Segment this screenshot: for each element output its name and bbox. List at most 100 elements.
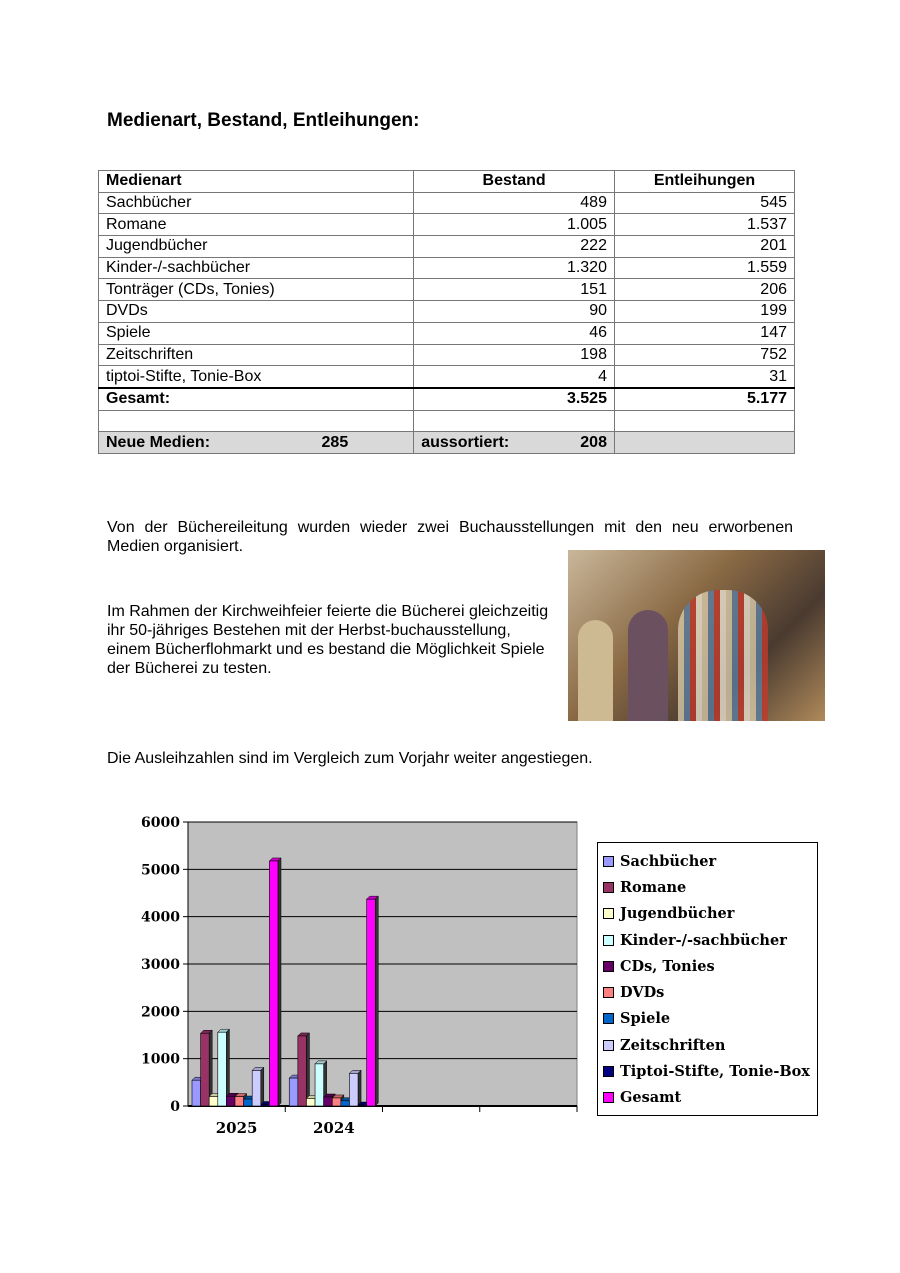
cell-entleihungen: 752	[613, 343, 796, 367]
bar-zeitschriften-2024	[349, 1073, 359, 1107]
chart-legend: Sachbücher Romane Jugendbücher Kinder-/-sac…	[597, 842, 818, 1116]
legend-item: Sachbücher	[598, 848, 817, 874]
legend-swatch	[603, 908, 614, 920]
new-media-label: Neue Medien:	[106, 433, 211, 451]
total-row: Gesamt: 3.525 5.177	[97, 386, 796, 411]
cell-bestand: 1.320	[413, 256, 615, 280]
bar-gesamt-2024	[366, 898, 376, 1107]
bar-cds-tonies-2025	[226, 1095, 236, 1107]
bar-spiele-2024	[340, 1100, 350, 1107]
bar-jugendb-cher-2025	[208, 1096, 219, 1107]
table-row: Kinder-/-sachbücher 1.320 1.559	[97, 256, 796, 280]
cell-bestand: 489	[413, 191, 615, 215]
legend-label: CDs, Tonies	[620, 957, 715, 975]
cell-entleihungen: 1.559	[613, 256, 796, 280]
cell-entleihungen: 206	[613, 278, 796, 302]
bar-side	[375, 895, 379, 1107]
header-entleihungen: Entleihungen	[613, 170, 796, 193]
legend-swatch	[603, 987, 614, 999]
legend-label: DVDs	[620, 984, 665, 1002]
paragraph-loans: Die Ausleihzahlen sind im Vergleich zum …	[107, 750, 593, 767]
legend-swatch	[603, 1013, 614, 1025]
y-tick-label: 3000	[141, 957, 180, 973]
table-row: Tonträger (CDs, Tonies) 151 206	[97, 278, 796, 302]
legend-swatch	[603, 1092, 614, 1104]
cell-bestand: 90	[413, 300, 615, 323]
bar-cds-tonies-2024	[323, 1096, 333, 1107]
legend-swatch	[603, 881, 614, 893]
table-row: DVDs 90 199	[97, 300, 796, 323]
legend-swatch	[603, 1039, 614, 1051]
table-header-row: Medienart Bestand Entleihungen	[97, 170, 796, 193]
table-row: tiptoi-Stifte, Tonie-Box 4 31	[97, 365, 796, 389]
bar-sachb-cher-2024	[288, 1077, 299, 1107]
bar-kinder-sachb-cher-2024	[314, 1063, 324, 1107]
legend-label: Zeitschriften	[620, 1036, 726, 1054]
table-row: Sachbücher 489 545	[97, 191, 796, 215]
legend-item: CDs, Tonies	[598, 953, 817, 979]
cell-medienart: Jugendbücher	[97, 235, 415, 258]
bar-gesamt-2025	[269, 860, 279, 1107]
cell-bestand: 46	[413, 321, 615, 345]
legend-item: Tiptoi-Stifte, Tonie-Box	[598, 1058, 817, 1084]
loans-bar-chart: 0 1000 2000 3000 4000 5000 6000 2025 2024	[141, 815, 578, 1137]
cell-bestand: 222	[413, 235, 615, 258]
legend-item: Jugendbücher	[598, 901, 817, 927]
legend-label: Tiptoi-Stifte, Tonie-Box	[620, 1063, 810, 1081]
cell-medienart: tiptoi-Stifte, Tonie-Box	[97, 365, 415, 389]
x-tick-label: 2024	[313, 1119, 355, 1137]
paragraph-exhibitions: Von der Büchereileitung wurden wieder zw…	[107, 519, 793, 555]
legend-item: Romane	[598, 874, 817, 900]
empty-row	[97, 409, 796, 433]
legend-item: Gesamt	[598, 1085, 817, 1111]
bar-side	[357, 1069, 362, 1107]
bar-jugendb-cher-2024	[306, 1098, 316, 1107]
cell-bestand: 1.005	[413, 213, 615, 237]
total-bestand: 3.525	[413, 386, 615, 411]
header-bestand: Bestand	[413, 170, 615, 193]
bar-kinder-sachb-cher-2025	[217, 1031, 227, 1107]
cell-entleihungen: 199	[613, 300, 796, 323]
legend-label: Sachbücher	[620, 852, 717, 870]
table-row: Jugendbücher 222 201	[97, 235, 796, 258]
bar-zeitschriften-2025	[251, 1070, 262, 1107]
y-tick-label: 0	[170, 1099, 180, 1115]
cell-entleihungen: 201	[613, 235, 796, 258]
bar-dvds-2025	[234, 1096, 244, 1107]
y-tick-label: 1000	[141, 1052, 180, 1068]
legend-swatch	[603, 960, 614, 972]
legend-item: Spiele	[598, 1006, 817, 1032]
bar-dvds-2024	[331, 1097, 342, 1107]
bar-spiele-2025	[243, 1098, 253, 1107]
y-tick-label: 4000	[141, 910, 180, 926]
bar-side	[306, 1032, 310, 1107]
bar-tiptoi-stifte-tonie-box-2024	[357, 1104, 367, 1107]
table-row: Romane 1.005 1.537	[97, 213, 796, 237]
total-entleihungen: 5.177	[613, 386, 796, 411]
cell-bestand: 4	[413, 365, 615, 389]
cell-medienart: Romane	[97, 213, 415, 237]
cell-medienart: Tonträger (CDs, Tonies)	[97, 278, 415, 302]
legend-item: Kinder-/-sachbücher	[598, 927, 817, 953]
page-title: Medienart, Bestand, Entleihungen:	[107, 110, 420, 131]
x-tick-label: 2025	[216, 1119, 258, 1137]
y-tick-label: 6000	[141, 815, 180, 831]
cell-bestand: 198	[413, 343, 615, 367]
cell-medienart: Spiele	[97, 321, 415, 345]
cell-bestand: 151	[413, 278, 615, 302]
table-row: Zeitschriften 198 752	[97, 343, 796, 367]
cell-entleihungen: 31	[613, 365, 796, 389]
new-media-value: 285	[321, 433, 349, 451]
legend-swatch	[603, 855, 614, 867]
legend-swatch	[603, 1066, 614, 1078]
y-tick-label: 2000	[141, 1004, 180, 1020]
cell-entleihungen: 545	[613, 191, 796, 215]
y-tick-label: 5000	[141, 862, 180, 878]
cell-medienart: Sachbücher	[97, 191, 415, 215]
media-table: Medienart Bestand Entleihungen Sachbüche…	[97, 170, 796, 454]
removed-label: aussortiert:	[421, 433, 510, 451]
bar-romane-2024	[297, 1035, 307, 1107]
cell-entleihungen: 1.537	[613, 213, 796, 237]
summary-row: Neue Medien: 285 aussortiert: 208	[97, 431, 796, 454]
